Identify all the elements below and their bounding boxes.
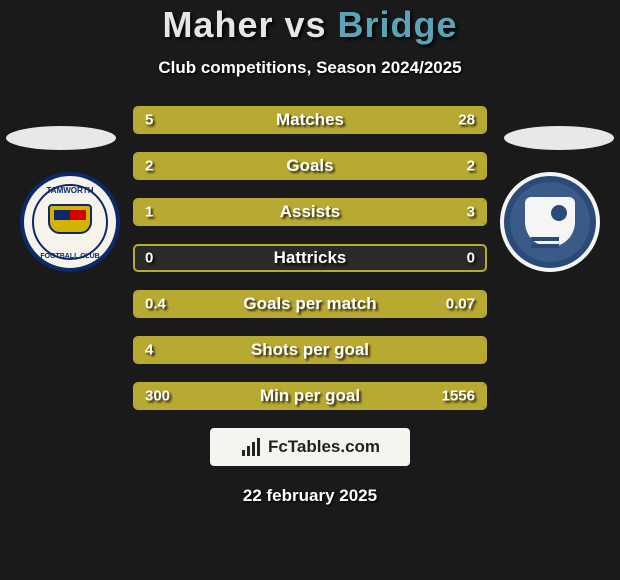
- ellipse-left-icon: [6, 126, 116, 150]
- club-badge-right: [500, 172, 600, 272]
- badge-text-bottom: FOOTBALL CLUB: [24, 253, 116, 260]
- player1-name: Maher: [162, 4, 273, 45]
- shield-icon: [48, 204, 92, 234]
- comparison-infographic: Maher vs Bridge Club competitions, Seaso…: [0, 0, 620, 580]
- stat-row: 13Assists: [133, 198, 487, 226]
- page-title: Maher vs Bridge: [0, 4, 620, 46]
- stat-row: 22Goals: [133, 152, 487, 180]
- stat-label: Hattricks: [135, 248, 485, 268]
- stat-row: 0.40.07Goals per match: [133, 290, 487, 318]
- stat-row: 4Shots per goal: [133, 336, 487, 364]
- crest-icon: [525, 197, 575, 247]
- stat-row: 3001556Min per goal: [133, 382, 487, 410]
- stat-row: 528Matches: [133, 106, 487, 134]
- stat-row: 00Hattricks: [133, 244, 487, 272]
- date-text: 22 february 2025: [0, 486, 620, 506]
- badge-text-top: TAMWORTH: [24, 186, 116, 195]
- stat-label: Assists: [135, 202, 485, 222]
- stat-label: Goals: [135, 156, 485, 176]
- player2-name: Bridge: [338, 4, 458, 45]
- branding-box: FcTables.com: [210, 428, 410, 466]
- stat-label: Goals per match: [135, 294, 485, 314]
- stats-bars: 528Matches 22Goals 13Assists 00Hattricks 0.4…: [133, 106, 487, 410]
- stat-label: Min per goal: [135, 386, 485, 406]
- club-badge-left: TAMWORTH FOOTBALL CLUB: [20, 172, 120, 272]
- branding-text: FcTables.com: [268, 437, 380, 457]
- ellipse-right-icon: [504, 126, 614, 150]
- chart-icon: [240, 436, 262, 458]
- subtitle: Club competitions, Season 2024/2025: [0, 58, 620, 78]
- stat-label: Matches: [135, 110, 485, 130]
- stat-label: Shots per goal: [135, 340, 485, 360]
- vs-separator: vs: [284, 4, 326, 45]
